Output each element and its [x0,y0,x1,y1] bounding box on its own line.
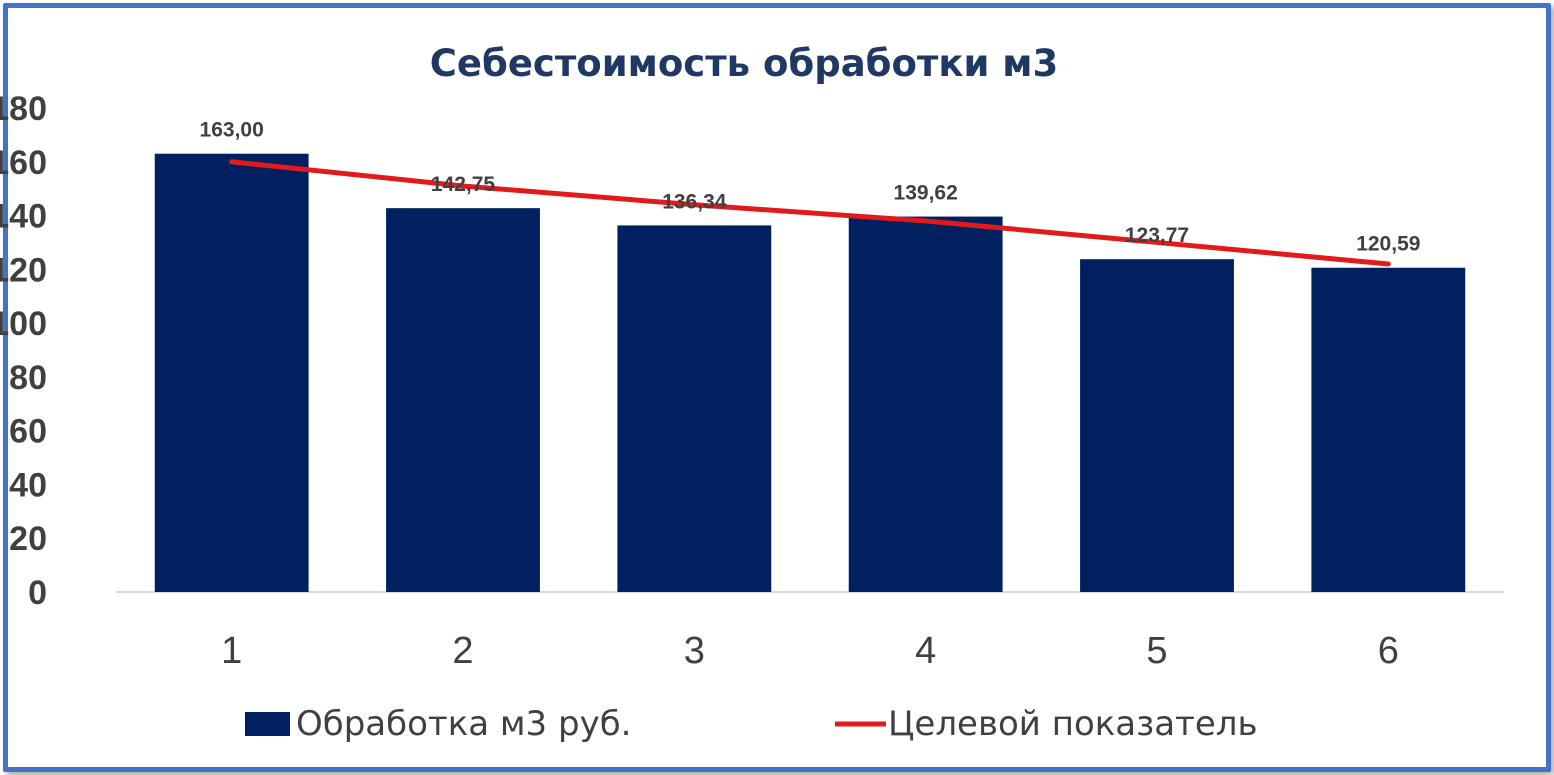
x-axis-ticks: 1 2 3 4 5 6 [221,630,1399,672]
x-tick-label: 4 [915,630,936,672]
legend-swatch-bars [245,712,290,736]
data-label: 139,62 [894,182,958,205]
y-tick-label: 100 [0,305,47,343]
data-label: 123,77 [1125,224,1189,247]
data-label: 120,59 [1356,233,1420,256]
x-tick-label: 6 [1378,630,1399,672]
y-axis-ticks: 0 20 40 60 80 100 120 140 160 180 [0,90,47,612]
bar [848,216,1003,592]
bar [154,153,309,592]
chart-title: Себестоимость обработки м3 [430,42,1059,85]
bar-series [154,153,1466,592]
x-tick-label: 5 [1146,630,1167,672]
legend-label-bars: Обработка м3 руб. [296,704,631,744]
data-label: 142,75 [431,173,496,196]
y-tick-label: 20 [9,520,47,558]
x-tick-label: 1 [221,630,242,672]
bar [617,225,772,592]
data-labels: 163,00 142,75 136,34 139,62 123,77 120,59 [200,119,1421,256]
target-line [229,159,1391,267]
y-tick-label: 80 [9,359,47,397]
y-tick-label: 120 [0,251,47,289]
legend-label-line: Целевой показатель [888,704,1258,744]
y-tick-label: 0 [28,574,47,612]
y-tick-label: 180 [0,90,47,128]
data-label: 163,00 [200,119,264,142]
y-tick-label: 160 [0,144,47,182]
bar [1311,267,1466,592]
bar [386,208,540,592]
bar [1080,259,1234,592]
legend: Обработка м3 руб. Целевой показатель [245,704,1258,744]
target-line-series [229,159,1391,267]
x-tick-label: 2 [452,630,473,672]
y-tick-label: 140 [0,198,47,236]
y-tick-label: 40 [9,466,47,504]
data-label: 136,34 [662,190,727,213]
x-tick-label: 3 [684,630,705,672]
y-tick-label: 60 [9,413,47,451]
